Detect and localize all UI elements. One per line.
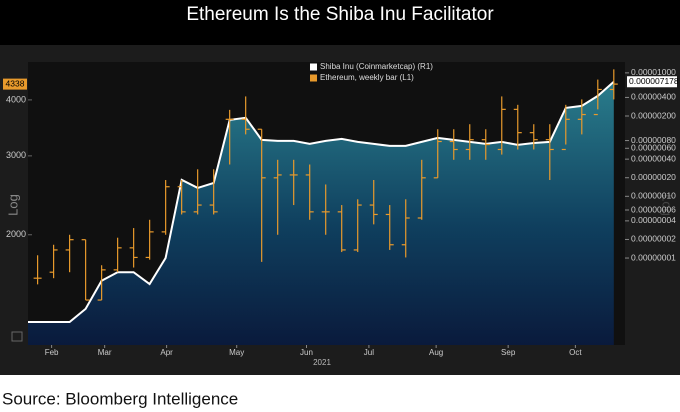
y2-tick-label: 0.00000001 (631, 252, 676, 262)
icon (11, 331, 23, 342)
title-bar (0, 0, 680, 45)
last-value-flag (627, 76, 677, 88)
x-tick-label: Mar (98, 348, 112, 357)
source: Source: Bloomberg Intelligence (2, 389, 238, 408)
y2-tick-label: 0.00000060 (631, 143, 676, 153)
y2-tick-label: 0.00000080 (631, 135, 676, 145)
last-value-label: 0.000007178 (629, 76, 679, 86)
legend-swatch (310, 63, 317, 71)
y2-tick-label: 0.00000400 (631, 92, 676, 102)
legend-swatch (310, 74, 317, 82)
y-tick-label: 4000 (6, 94, 26, 104)
y-tick-label: 2000 (6, 229, 26, 239)
y2-tick-label: 0.00001000 (631, 67, 676, 77)
legend-label: Ethereum, weekly bar (L1) (320, 73, 414, 82)
x-tick-label: Jun (300, 348, 313, 357)
chart-title: Ethereum Is the Shiba Inu Facilitator (186, 4, 494, 25)
y2-tick-label: 0.00000006 (631, 204, 676, 214)
last-value-label: 4338 (6, 78, 25, 88)
y-axis-label: Log (5, 194, 20, 216)
x-axis-label: 2021 (313, 358, 331, 367)
x-tick-label: Apr (160, 348, 173, 357)
x-tick-label: Sep (501, 348, 516, 357)
line (28, 81, 615, 323)
last-value-flag (3, 78, 27, 90)
legend-label: Shiba Inu (Coinmarketcap) (R1) (320, 62, 433, 71)
x-tick-label: Oct (569, 348, 582, 357)
y-tick-label: 3000 (6, 150, 26, 160)
y2-tick-label: 0.00000010 (631, 191, 676, 201)
y2-tick-label: 0.00000020 (631, 172, 676, 182)
y2-axis-label: Log (660, 194, 675, 216)
y2-tick-label: 0.00000002 (631, 234, 676, 244)
x-tick-label: Aug (429, 348, 443, 357)
y2-tick-label: 0.00000004 (631, 215, 676, 225)
x-tick-label: Jul (364, 348, 374, 357)
x-tick-label: May (229, 348, 244, 357)
y2-tick-label: 0.00000040 (631, 153, 676, 163)
y2-tick-label: 0.00000200 (631, 110, 676, 120)
area (28, 81, 614, 346)
x-tick-label: Feb (45, 348, 59, 357)
